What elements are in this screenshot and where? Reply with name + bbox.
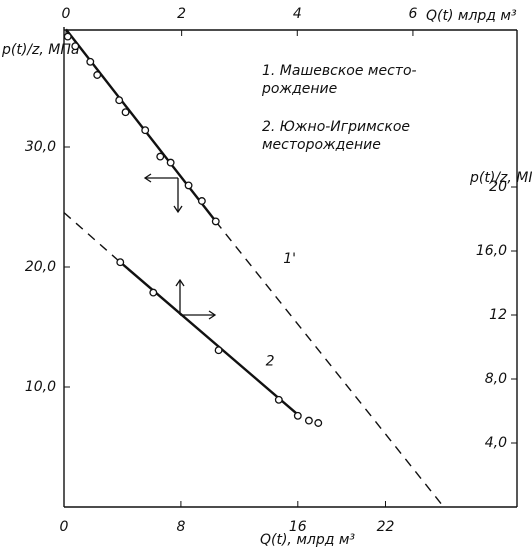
data-point <box>166 158 175 167</box>
data-point <box>274 395 283 404</box>
x-tick-label: 22 <box>377 519 395 535</box>
data-point <box>71 42 80 51</box>
direction-arrows <box>143 173 217 320</box>
data-point <box>211 217 220 226</box>
data-point <box>149 288 158 297</box>
data-point <box>156 152 165 161</box>
data-point <box>293 411 302 420</box>
fit-line <box>119 261 301 417</box>
legend-entry: 2. Южно-Игримское месторождение <box>262 119 411 153</box>
data-point <box>63 32 72 41</box>
extrapolation-line <box>215 220 443 506</box>
legend-entry: 1. Машевское место- рождение <box>262 63 417 97</box>
x-axis-label: Q(t), млрд м³ <box>260 532 355 548</box>
fit-line <box>65 28 217 223</box>
x2-tick-label: 6 <box>408 6 417 22</box>
data-point <box>314 419 323 427</box>
x2-tick-label: 0 <box>62 6 71 22</box>
data-point <box>141 126 150 135</box>
y2-tick-label: 12 <box>489 307 507 323</box>
x-tick-label: 0 <box>60 519 69 535</box>
data-point <box>115 96 124 105</box>
y2-axis-label: p(t)/z, МПа <box>469 170 532 186</box>
y2-tick-label: 4,0 <box>485 435 507 451</box>
data-point <box>116 258 125 267</box>
data-point <box>304 416 313 425</box>
x2-axis-label: Q(t) млрд м³ <box>426 8 517 24</box>
y-tick-label: 10,0 <box>25 379 56 395</box>
y2-tick-label: 8,0 <box>485 371 507 387</box>
extrapolation-line <box>63 212 121 263</box>
axes-frame <box>63 27 518 508</box>
data-point <box>214 346 223 355</box>
x2-tick-label: 2 <box>177 6 186 22</box>
y2-tick-label: 20 <box>489 179 507 195</box>
annotation: 1' <box>283 251 296 267</box>
data-point <box>93 71 102 79</box>
data-point <box>184 181 193 190</box>
data-point <box>86 57 95 66</box>
y2-tick-label: 16,0 <box>476 243 507 259</box>
y-axis-label: p(t)/z, МПа <box>1 42 79 58</box>
data-point <box>197 197 206 205</box>
x-tick-label: 8 <box>176 519 185 535</box>
x-tick-label: 16 <box>289 519 307 535</box>
x2-tick-label: 4 <box>293 6 302 22</box>
y-tick-label: 30,0 <box>25 139 56 155</box>
data-point <box>121 108 130 117</box>
y-tick-label: 20,0 <box>25 259 56 275</box>
annotation: 2 <box>266 353 275 369</box>
